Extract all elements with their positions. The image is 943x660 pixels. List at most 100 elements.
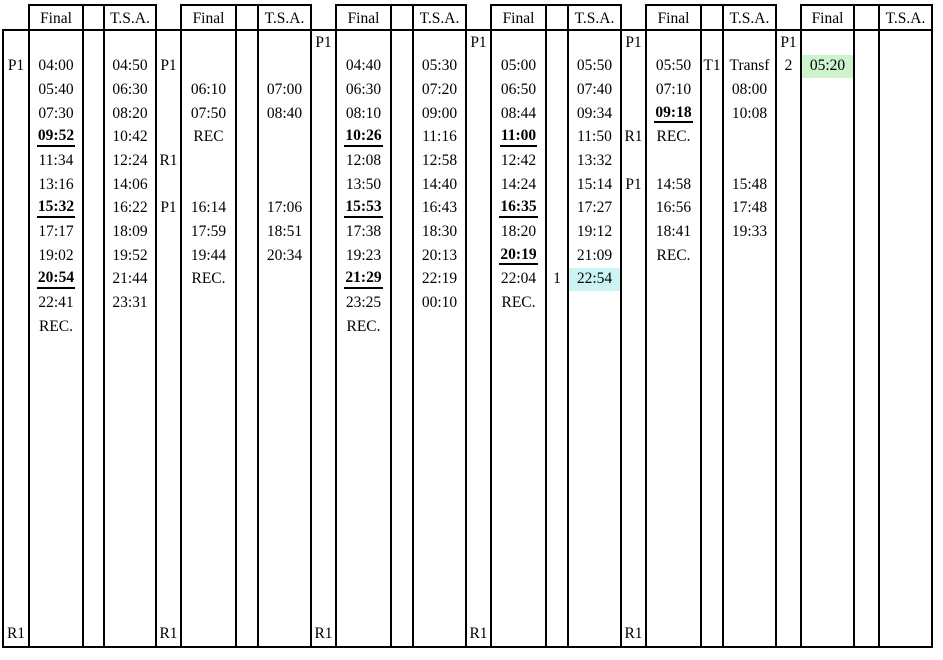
final-time-cell[interactable]: 15:32 [30,197,82,221]
final-time-cell[interactable]: 13:50 [337,173,390,197]
tsa-time-cell[interactable]: 18:09 [105,220,155,244]
tsa-time-cell[interactable]: 12:24 [105,149,155,173]
tsa-time-cell[interactable]: 08:20 [105,102,155,126]
tsa-time-cell[interactable]: 05:30 [414,55,465,79]
tsa-time-cell[interactable]: 14:40 [414,173,465,197]
tsa-time-cell[interactable]: 07:00 [259,78,310,102]
tsa-time-cell[interactable]: 16:43 [414,197,465,221]
marker-cell[interactable]: 2 [777,55,800,79]
tsa-time-cell[interactable]: 11:50 [569,126,620,150]
tsa-time-cell[interactable]: 08:40 [259,102,310,126]
final-time-cell[interactable]: 16:14 [182,197,235,221]
tsa-time-cell[interactable]: 18:51 [259,220,310,244]
final-time-cell[interactable]: 07:10 [647,78,700,102]
tsa-time-cell[interactable]: 13:32 [569,149,620,173]
tsa-time-cell[interactable]: 07:40 [569,78,620,102]
final-time-cell[interactable]: 17:38 [337,220,390,244]
tsa-time-cell[interactable]: 23:31 [105,291,155,315]
marker-cell[interactable]: P1 [157,197,180,221]
selected-time-cell[interactable]: 05:20 [802,54,853,79]
tsa-time-cell[interactable]: 00:10 [414,291,465,315]
gap-time-cell[interactable]: 1 [547,268,567,292]
tsa-time-cell[interactable]: 15:14 [569,173,620,197]
tsa-time-cell[interactable]: 10:08 [724,102,775,126]
marker-cell[interactable]: R1 [157,622,180,646]
tsa-time-cell[interactable]: 09:34 [569,102,620,126]
gap-time-cell[interactable]: T1 [702,55,722,79]
tsa-time-cell[interactable]: 18:30 [414,220,465,244]
tsa-time-cell[interactable]: 07:20 [414,78,465,102]
final-time-cell[interactable]: 04:00 [30,55,82,79]
final-time-cell[interactable]: 14:58 [647,173,700,197]
final-time-cell[interactable]: 07:30 [30,102,82,126]
final-time-cell[interactable]: 10:26 [337,126,390,150]
final-time-cell[interactable]: 12:08 [337,149,390,173]
final-time-cell[interactable]: 05:40 [30,78,82,102]
rec-cell[interactable]: REC. [647,126,700,150]
selected-time-cell[interactable]: 22:54 [569,267,620,292]
tsa-time-cell[interactable]: 19:33 [724,220,775,244]
marker-cell[interactable]: P1 [622,173,645,197]
marker-cell[interactable]: R1 [157,149,180,173]
final-time-cell[interactable]: 19:44 [182,244,235,268]
final-time-cell[interactable]: 18:20 [492,220,545,244]
tsa-time-cell[interactable]: 06:30 [105,78,155,102]
rec-cell[interactable]: REC. [30,315,82,339]
tsa-time-cell[interactable]: 15:48 [724,173,775,197]
marker-cell[interactable]: R1 [622,622,645,646]
final-time-cell[interactable]: 09:52 [30,126,82,150]
tsa-time-cell[interactable]: Transf [724,55,775,79]
tsa-time-cell[interactable]: 12:58 [414,149,465,173]
tsa-time-cell[interactable]: 21:44 [105,268,155,292]
tsa-time-cell[interactable]: 16:22 [105,197,155,221]
marker-cell[interactable]: R1 [4,622,28,646]
tsa-time-cell[interactable]: 22:19 [414,268,465,292]
final-time-cell[interactable]: 06:50 [492,78,545,102]
rec-cell[interactable]: REC. [492,291,545,315]
final-time-cell[interactable]: 11:34 [30,149,82,173]
final-time-cell[interactable]: 06:10 [182,78,235,102]
final-time-cell[interactable]: 19:23 [337,244,390,268]
marker-cell[interactable]: P1 [4,55,28,79]
final-time-cell[interactable]: 14:24 [492,173,545,197]
marker-cell[interactable]: P1 [312,31,335,55]
marker-cell[interactable]: R1 [312,622,335,646]
tsa-time-cell[interactable]: 20:13 [414,244,465,268]
final-time-cell[interactable]: 05:50 [647,55,700,79]
final-time-cell[interactable]: 22:41 [30,291,82,315]
tsa-time-cell[interactable]: 04:50 [105,55,155,79]
tsa-time-cell[interactable]: 17:06 [259,197,310,221]
tsa-time-cell[interactable]: 19:52 [105,244,155,268]
final-time-cell[interactable]: 17:17 [30,220,82,244]
rec-cell[interactable]: REC. [647,244,700,268]
final-time-cell[interactable]: 15:53 [337,197,390,221]
tsa-time-cell[interactable]: 08:00 [724,78,775,102]
final-time-cell[interactable]: 12:42 [492,149,545,173]
final-time-cell[interactable]: 23:25 [337,291,390,315]
final-time-cell[interactable]: 11:00 [492,126,545,150]
final-time-cell[interactable]: 19:02 [30,244,82,268]
tsa-time-cell[interactable]: 09:00 [414,102,465,126]
final-time-cell[interactable]: 08:10 [337,102,390,126]
final-time-cell[interactable]: 20:19 [492,244,545,268]
rec-cell[interactable]: REC. [337,315,390,339]
tsa-time-cell[interactable]: 10:42 [105,126,155,150]
marker-cell[interactable]: P1 [467,31,490,55]
final-time-cell[interactable]: 17:59 [182,220,235,244]
tsa-time-cell[interactable]: 14:06 [105,173,155,197]
final-time-cell[interactable]: 07:50 [182,102,235,126]
final-time-cell[interactable]: 20:54 [30,268,82,292]
marker-cell[interactable]: P1 [622,31,645,55]
tsa-time-cell[interactable]: 17:27 [569,197,620,221]
marker-cell[interactable]: R1 [467,622,490,646]
tsa-time-cell[interactable]: 21:09 [569,244,620,268]
marker-cell[interactable]: P1 [157,55,180,79]
tsa-time-cell[interactable]: 20:34 [259,244,310,268]
final-time-cell[interactable]: 04:40 [337,55,390,79]
final-time-cell[interactable]: 21:29 [337,268,390,292]
final-time-cell[interactable]: 22:04 [492,268,545,292]
final-time-cell[interactable]: 08:44 [492,102,545,126]
rec-cell[interactable]: REC. [182,268,235,292]
final-time-cell[interactable]: 16:35 [492,197,545,221]
marker-cell[interactable]: R1 [622,126,645,150]
